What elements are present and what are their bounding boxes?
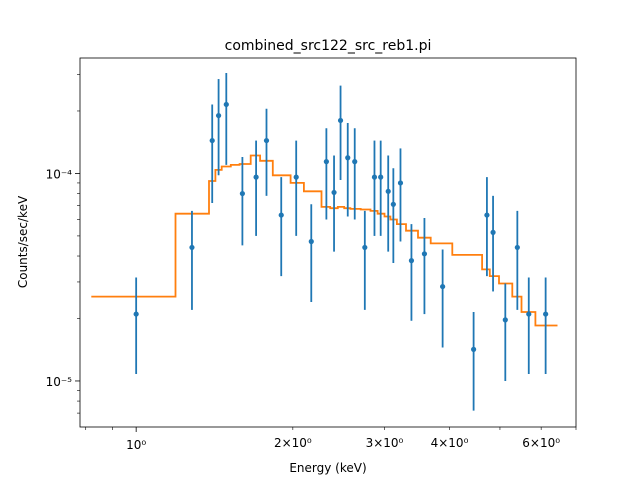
data-point bbox=[323, 159, 329, 165]
chart-title: combined_src122_src_reb1.pi bbox=[225, 38, 432, 54]
data-point bbox=[514, 244, 520, 251]
y-axis-label: Counts/sec/keV bbox=[16, 195, 30, 288]
data-point bbox=[502, 317, 508, 323]
x-tick-label: 10⁰ bbox=[126, 438, 146, 452]
plot-frame bbox=[79, 57, 577, 428]
data-point bbox=[484, 212, 490, 218]
y-tick-label: 10⁻⁵ bbox=[46, 375, 73, 389]
data-point bbox=[293, 174, 299, 180]
data-point bbox=[352, 159, 358, 165]
data-point bbox=[371, 174, 378, 180]
data-point bbox=[397, 180, 404, 186]
data-point bbox=[526, 311, 532, 317]
data-point bbox=[189, 244, 195, 251]
data-point bbox=[209, 137, 215, 144]
data-point bbox=[331, 189, 337, 196]
data-point bbox=[490, 229, 496, 235]
data-point bbox=[390, 201, 396, 207]
data-point bbox=[345, 155, 351, 161]
data-points-layer bbox=[133, 72, 549, 411]
x-axis-label: Energy (keV) bbox=[289, 461, 366, 475]
x-tick-label: 2×10⁰ bbox=[274, 436, 312, 450]
data-point bbox=[263, 137, 270, 144]
data-point bbox=[362, 244, 368, 251]
data-point bbox=[278, 212, 284, 218]
x-tick-label: 3×10⁰ bbox=[366, 436, 404, 450]
data-point bbox=[408, 258, 415, 264]
data-point bbox=[253, 174, 259, 180]
y-tick-label: 10⁻⁴ bbox=[46, 167, 73, 181]
data-point bbox=[239, 190, 245, 197]
data-point bbox=[378, 174, 384, 180]
data-point bbox=[421, 251, 428, 257]
data-point bbox=[308, 238, 314, 245]
data-point bbox=[223, 101, 229, 108]
x-tick-label: 4×10⁰ bbox=[431, 436, 469, 450]
data-point bbox=[543, 311, 549, 317]
data-point bbox=[440, 283, 446, 290]
axis-ticks: 10⁰ 2×10⁰ 3×10⁰ 4×10⁰ 6×10⁰ 10⁻⁵ 10⁻⁴ bbox=[46, 74, 577, 452]
data-point bbox=[133, 311, 139, 317]
data-point bbox=[215, 112, 222, 119]
data-point bbox=[337, 117, 344, 124]
data-point bbox=[471, 346, 477, 352]
data-point bbox=[385, 188, 391, 194]
x-tick-label: 6×10⁰ bbox=[522, 436, 560, 450]
